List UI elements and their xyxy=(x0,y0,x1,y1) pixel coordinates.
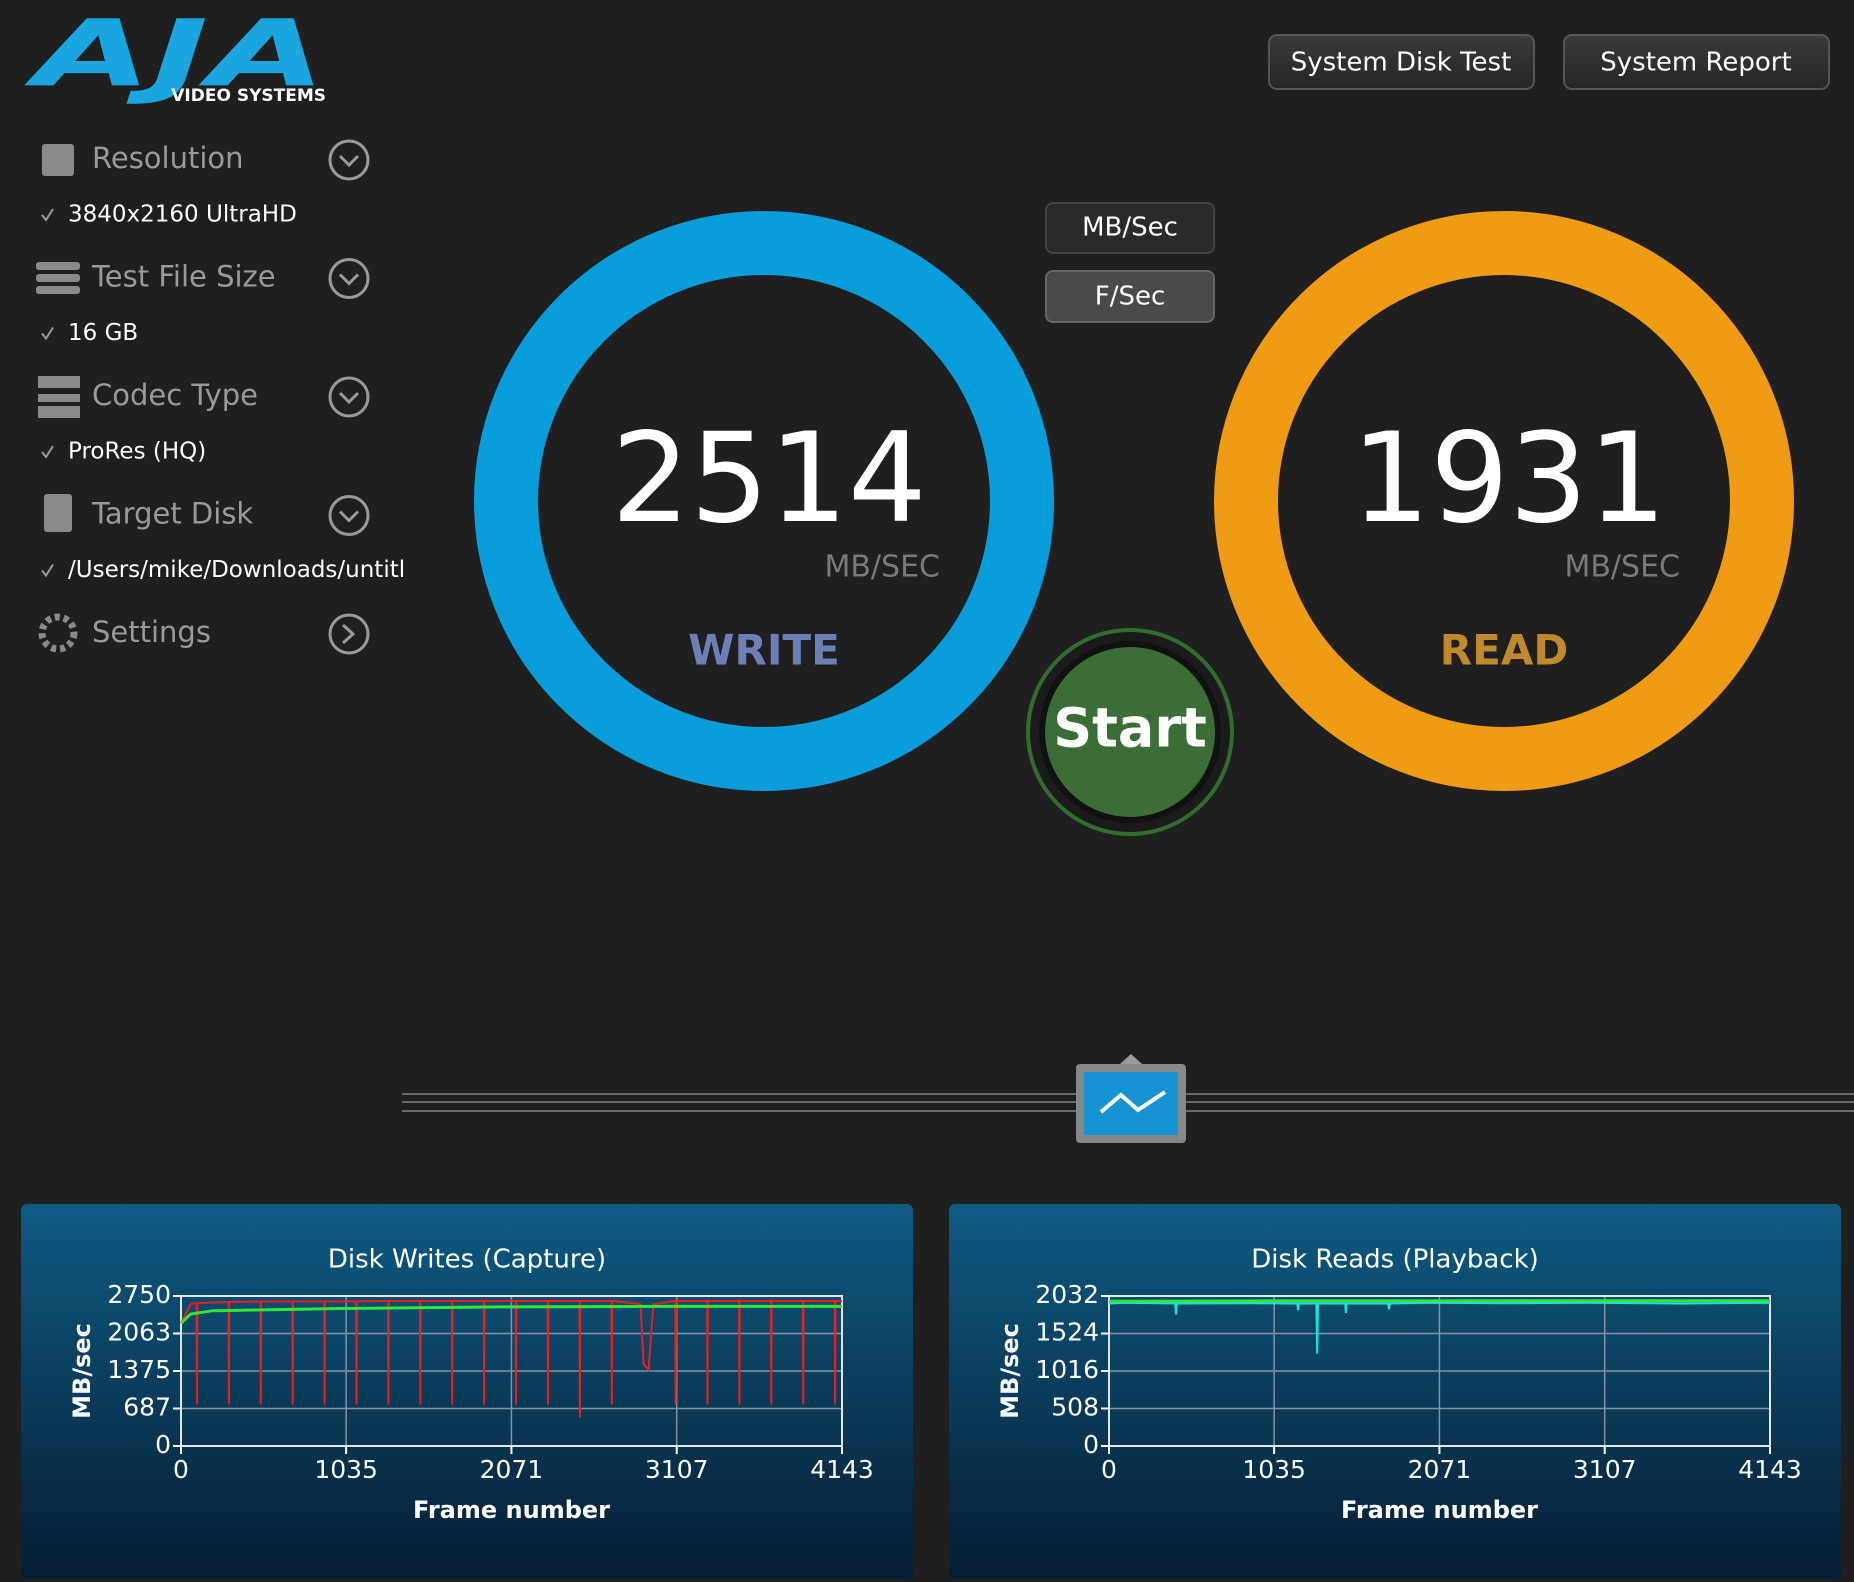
expand-button[interactable] xyxy=(328,495,370,536)
gauge-ring xyxy=(474,211,1054,791)
check-mark xyxy=(41,326,54,341)
check-mark xyxy=(41,208,54,222)
check-mark xyxy=(41,563,54,578)
y-tick-label: 508 xyxy=(1051,1393,1099,1422)
mbsec-toggle[interactable]: MB/Sec xyxy=(1045,202,1215,254)
expand-button[interactable] xyxy=(328,613,370,655)
system-disk-test-button[interactable]: System Disk Test xyxy=(1268,34,1535,90)
y-axis-label: MB/sec xyxy=(68,1323,96,1419)
y-tick-label: 0 xyxy=(155,1430,171,1459)
chart-title: Disk Reads (Playback) xyxy=(1251,1245,1539,1275)
y-tick-label: 2032 xyxy=(1035,1280,1099,1309)
gauge-ring xyxy=(1214,211,1794,791)
chart-panel xyxy=(21,1204,913,1579)
y-tick-label: 0 xyxy=(1083,1430,1099,1459)
start-label[interactable]: Start xyxy=(1053,697,1207,760)
y-tick-label: 2063 xyxy=(107,1317,171,1346)
x-tick-label: 1035 xyxy=(1242,1455,1306,1484)
y-axis-label: MB/sec xyxy=(996,1323,1024,1419)
chevron[interactable] xyxy=(338,510,360,523)
y-tick-label: 687 xyxy=(123,1393,171,1422)
plot-frame xyxy=(180,1295,843,1447)
chart-title: Disk Writes (Capture) xyxy=(328,1245,606,1275)
y-tick-label: 2750 xyxy=(107,1280,171,1309)
button-body[interactable] xyxy=(1268,34,1535,90)
x-tick-label: 2071 xyxy=(480,1455,544,1484)
button-label[interactable]: System Report xyxy=(1600,48,1791,78)
graph-icon[interactable] xyxy=(1099,1090,1167,1114)
button-label[interactable]: System Disk Test xyxy=(1291,48,1512,78)
sidebar-label[interactable]: Settings xyxy=(92,615,211,649)
data-line xyxy=(180,1299,842,1418)
x-axis-label: Frame number xyxy=(413,1496,610,1524)
fsec-toggle[interactable]: F/Sec xyxy=(1045,270,1215,323)
sidebar-value: ProRes (HQ) xyxy=(68,439,206,465)
sidebar-label[interactable]: Codec Type xyxy=(92,378,258,412)
start-face[interactable] xyxy=(1039,641,1221,823)
gauge-label: READ xyxy=(1440,626,1568,675)
expand-button[interactable] xyxy=(328,376,370,418)
sidebar-label[interactable]: Target Disk xyxy=(91,497,253,531)
start-button[interactable]: Start xyxy=(1026,628,1234,836)
sidebar-value: /Users/mike/Downloads/untitl xyxy=(68,557,405,583)
sidebar-value: 16 GB xyxy=(68,320,138,346)
toggle-body[interactable] xyxy=(1045,202,1215,254)
chevron[interactable] xyxy=(338,273,360,286)
chart-panel xyxy=(949,1204,1841,1579)
gauge-label: WRITE xyxy=(688,626,840,675)
toggle-label[interactable]: F/Sec xyxy=(1095,282,1166,312)
expand-button[interactable] xyxy=(328,139,370,181)
codec-icon xyxy=(38,376,80,418)
check-mark xyxy=(41,445,54,459)
file-size-icon xyxy=(36,262,80,294)
data-line xyxy=(1108,1301,1771,1354)
toggle-body[interactable] xyxy=(1045,270,1215,323)
x-tick-label: 3107 xyxy=(645,1455,709,1484)
x-tick-label: 0 xyxy=(1101,1455,1117,1484)
chevron[interactable] xyxy=(341,623,356,645)
graph-toggle-button[interactable] xyxy=(1076,1054,1186,1143)
y-tick-label: 1016 xyxy=(1035,1355,1099,1384)
x-tick-label: 2071 xyxy=(1408,1455,1472,1484)
x-tick-label: 0 xyxy=(173,1455,189,1484)
toggle-label[interactable]: MB/Sec xyxy=(1082,213,1178,243)
data-line xyxy=(1108,1299,1770,1303)
x-tick-label: 4143 xyxy=(810,1455,874,1484)
disk-icon xyxy=(44,494,72,532)
logo-tagline: VIDEO SYSTEMS xyxy=(171,86,326,106)
sidebar: Resolution 3840x2160 UltraHD Test File Siz… xyxy=(41,139,405,655)
settings-icon xyxy=(38,613,78,653)
expand-button[interactable] xyxy=(328,258,370,299)
sidebar-icons xyxy=(36,144,80,653)
charts: Disk Writes (Capture) Frame number MB/sec 0… xyxy=(68,1245,1802,1525)
chevron[interactable] xyxy=(338,154,360,168)
data-line xyxy=(179,1304,842,1325)
y-tick-label: 1524 xyxy=(1035,1318,1099,1347)
system-report-button[interactable]: System Report xyxy=(1563,34,1830,90)
sidebar-label[interactable]: Test File Size xyxy=(91,260,276,294)
button-body[interactable] xyxy=(1563,34,1830,90)
gauge-unit: MB/SEC xyxy=(824,550,940,585)
pointer[interactable] xyxy=(1120,1054,1142,1064)
gauge-value: 2514 xyxy=(611,407,927,551)
sidebar-label[interactable]: Resolution xyxy=(92,141,244,175)
y-tick-label: 1375 xyxy=(107,1355,171,1384)
plot-frame xyxy=(1108,1295,1771,1447)
resolution-icon xyxy=(42,144,74,176)
x-tick-label: 4143 xyxy=(1738,1455,1802,1484)
x-tick-label: 3107 xyxy=(1573,1455,1637,1484)
chevron[interactable] xyxy=(338,391,360,405)
x-axis-label: Frame number xyxy=(1341,1496,1538,1524)
logo-brand: AJA xyxy=(24,0,326,107)
x-tick-label: 1035 xyxy=(314,1455,378,1484)
gauge-unit: MB/SEC xyxy=(1564,550,1680,585)
sidebar-value: 3840x2160 UltraHD xyxy=(68,202,297,228)
gauge-value: 1931 xyxy=(1351,407,1667,551)
